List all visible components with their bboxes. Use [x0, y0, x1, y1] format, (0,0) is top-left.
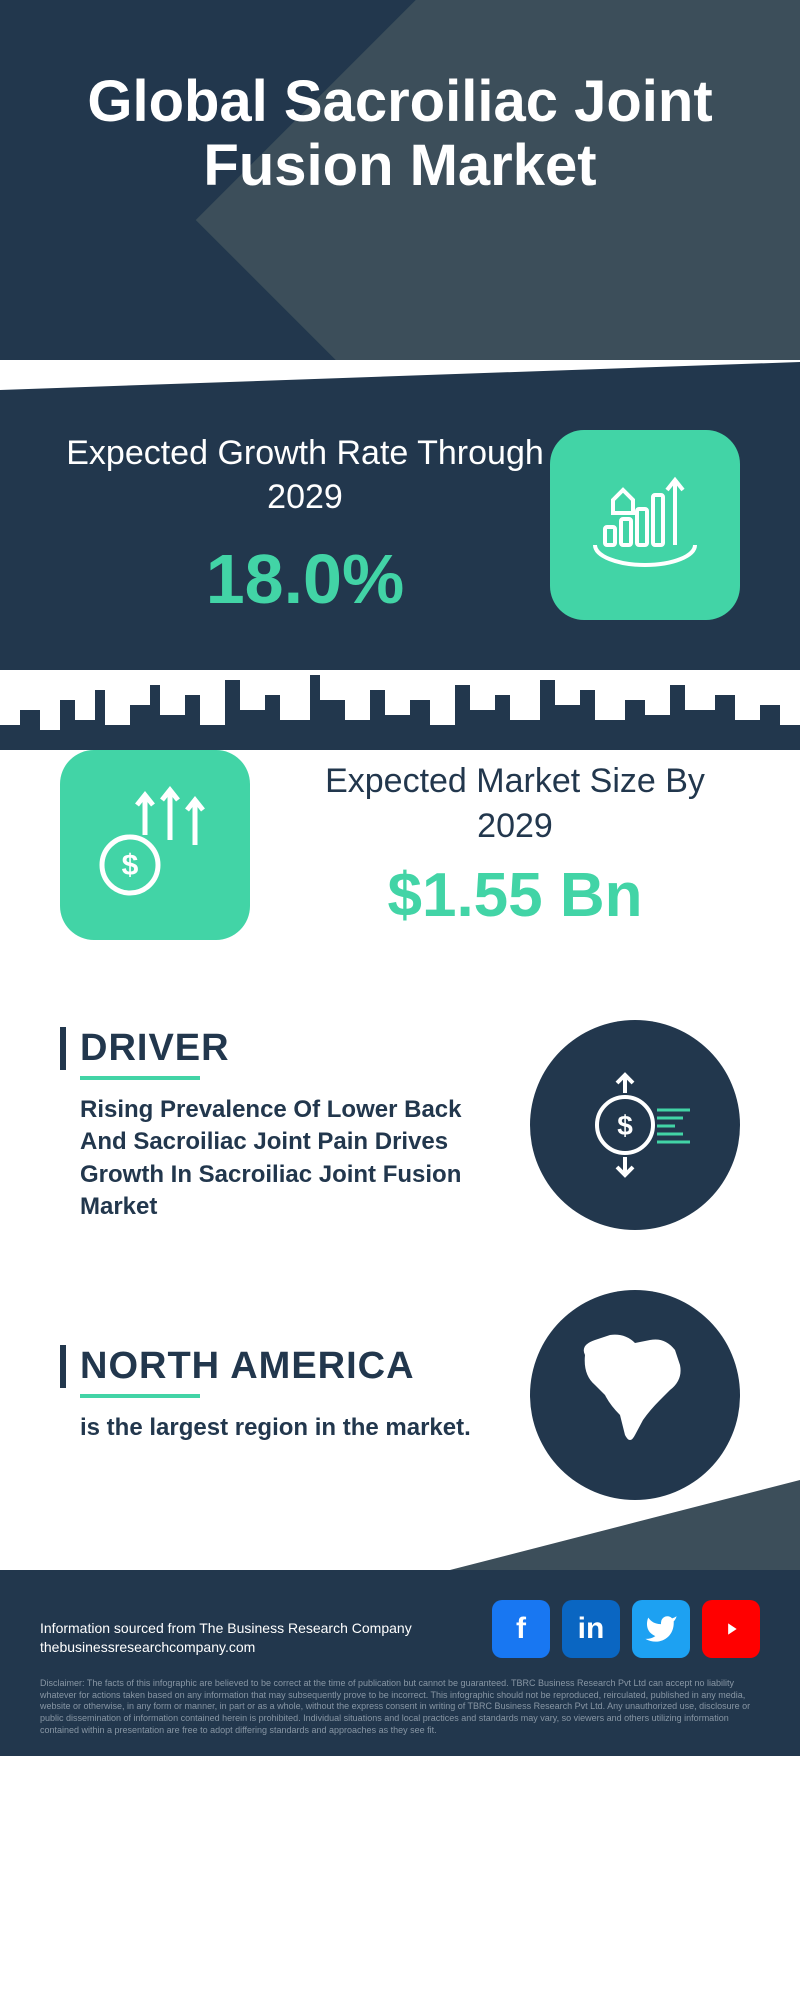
region-heading: NORTH AMERICA [60, 1345, 500, 1388]
divider-wedge [0, 360, 800, 390]
heading-underline [80, 1394, 200, 1398]
twitter-icon[interactable] [632, 1600, 690, 1658]
driver-text: Rising Prevalence Of Lower Back And Sacr… [60, 1094, 500, 1224]
svg-text:$: $ [617, 1110, 633, 1141]
market-size-value: $1.55 Bn [290, 860, 740, 931]
linkedin-icon[interactable]: in [562, 1600, 620, 1658]
heading-underline [80, 1076, 200, 1080]
youtube-icon[interactable] [702, 1600, 760, 1658]
north-america-map-icon [530, 1290, 740, 1500]
region-text: is the largest region in the market. [60, 1412, 500, 1444]
source-line-2: thebusinessresearchcompany.com [40, 1638, 412, 1658]
driver-icon: $ [530, 1020, 740, 1230]
svg-text:$: $ [122, 849, 139, 882]
source-line-1: Information sourced from The Business Re… [40, 1619, 412, 1639]
facebook-icon[interactable]: f [492, 1600, 550, 1658]
driver-section: DRIVER Rising Prevalence Of Lower Back A… [0, 990, 800, 1260]
footer: Information sourced from The Business Re… [0, 1570, 800, 1756]
market-growth-icon: $ [60, 750, 250, 940]
market-size-label: Expected Market Size By 2029 [290, 759, 740, 847]
page-title: Global Sacroiliac Joint Fusion Market [0, 0, 800, 198]
growth-rate-card: Expected Growth Rate Through 2029 18.0% [0, 390, 800, 670]
social-links: f in [492, 1600, 760, 1658]
growth-rate-value: 18.0% [60, 539, 550, 619]
source-attribution: Information sourced from The Business Re… [40, 1619, 412, 1658]
skyline-divider [0, 670, 800, 750]
driver-heading: DRIVER [60, 1027, 500, 1070]
growth-chart-icon [550, 430, 740, 620]
disclaimer-text: Disclaimer: The facts of this infographi… [40, 1678, 760, 1736]
growth-rate-label: Expected Growth Rate Through 2029 [60, 431, 550, 519]
header-banner: Global Sacroiliac Joint Fusion Market [0, 0, 800, 360]
market-size-card: $ Expected Market Size By 2029 $1.55 Bn [0, 750, 800, 990]
